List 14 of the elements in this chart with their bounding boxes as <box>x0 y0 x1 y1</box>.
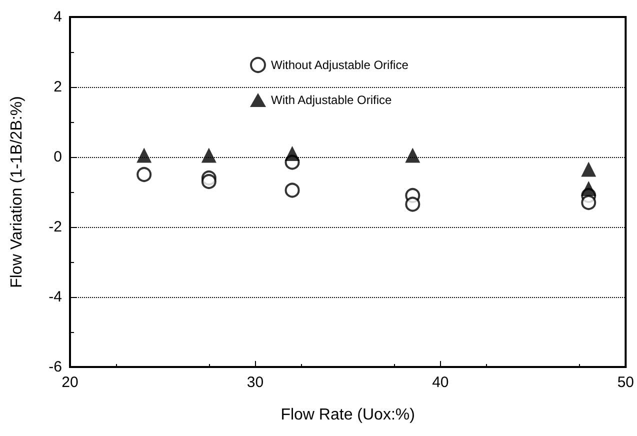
x-tick-label: 50 <box>617 374 634 391</box>
x-axis-title: Flow Rate (Uox:%) <box>280 406 415 424</box>
legend-label: With Adjustable Orifice <box>271 93 392 107</box>
y-tick-label: 2 <box>54 78 62 96</box>
y-tick-label: -6 <box>48 358 62 376</box>
legend-label: Without Adjustable Orifice <box>271 58 409 72</box>
y-tick-label: 0 <box>54 148 62 166</box>
y-axis-title: Flow Variation (1-1B/2B:%) <box>8 96 26 288</box>
x-tick-label: 40 <box>432 374 449 391</box>
x-tick-label: 20 <box>62 374 78 391</box>
x-tick-label: 30 <box>246 374 264 391</box>
y-tick-label: -4 <box>48 288 62 306</box>
y-tick-label: 4 <box>54 8 62 26</box>
y-tick-label: -2 <box>48 218 62 236</box>
